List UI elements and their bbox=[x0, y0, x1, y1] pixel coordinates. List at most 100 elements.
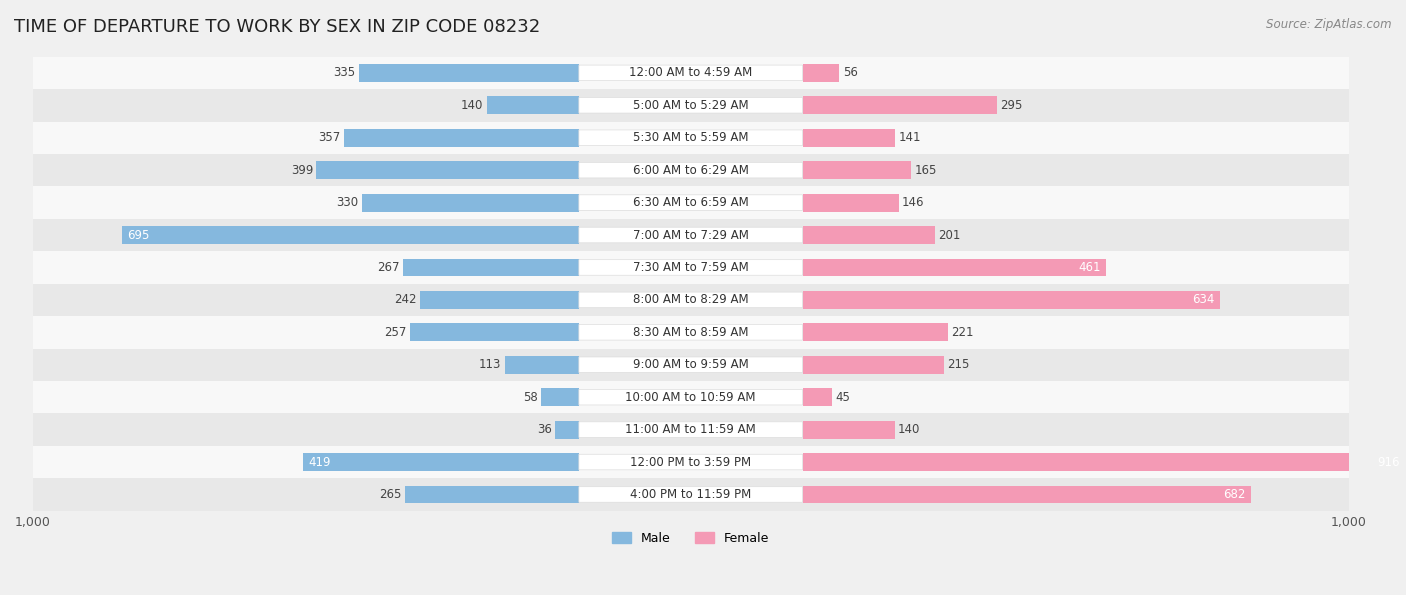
Bar bbox=[803, 291, 1219, 309]
Text: Source: ZipAtlas.com: Source: ZipAtlas.com bbox=[1267, 18, 1392, 31]
Bar bbox=[555, 421, 579, 439]
Bar bbox=[32, 478, 1348, 511]
Text: 36: 36 bbox=[537, 423, 553, 436]
Bar bbox=[405, 486, 579, 503]
Text: 695: 695 bbox=[127, 228, 149, 242]
Bar bbox=[32, 251, 1348, 284]
FancyBboxPatch shape bbox=[579, 422, 803, 437]
Bar bbox=[32, 219, 1348, 251]
Bar bbox=[122, 226, 579, 244]
Bar bbox=[420, 291, 579, 309]
Text: 113: 113 bbox=[479, 358, 502, 371]
Text: 7:30 AM to 7:59 AM: 7:30 AM to 7:59 AM bbox=[633, 261, 748, 274]
Text: 201: 201 bbox=[938, 228, 960, 242]
Bar bbox=[803, 421, 894, 439]
Text: 295: 295 bbox=[1000, 99, 1022, 112]
Text: 146: 146 bbox=[901, 196, 924, 209]
Text: 419: 419 bbox=[308, 456, 330, 468]
Text: 12:00 PM to 3:59 PM: 12:00 PM to 3:59 PM bbox=[630, 456, 751, 468]
Bar bbox=[32, 316, 1348, 349]
Text: 916: 916 bbox=[1378, 456, 1400, 468]
FancyBboxPatch shape bbox=[579, 389, 803, 405]
Text: 5:00 AM to 5:29 AM: 5:00 AM to 5:29 AM bbox=[633, 99, 748, 112]
FancyBboxPatch shape bbox=[579, 259, 803, 275]
Bar bbox=[486, 96, 579, 114]
FancyBboxPatch shape bbox=[579, 227, 803, 243]
Bar bbox=[316, 161, 579, 179]
Bar bbox=[803, 226, 935, 244]
Bar bbox=[803, 64, 839, 82]
Text: 10:00 AM to 10:59 AM: 10:00 AM to 10:59 AM bbox=[626, 391, 756, 403]
FancyBboxPatch shape bbox=[579, 130, 803, 146]
Bar bbox=[803, 356, 943, 374]
Text: 6:00 AM to 6:29 AM: 6:00 AM to 6:29 AM bbox=[633, 164, 748, 177]
Bar bbox=[32, 57, 1348, 89]
FancyBboxPatch shape bbox=[579, 487, 803, 502]
Text: 461: 461 bbox=[1078, 261, 1101, 274]
Bar bbox=[32, 381, 1348, 414]
Text: 634: 634 bbox=[1192, 293, 1215, 306]
Text: 330: 330 bbox=[336, 196, 359, 209]
Bar bbox=[803, 486, 1251, 503]
Text: 7:00 AM to 7:29 AM: 7:00 AM to 7:29 AM bbox=[633, 228, 748, 242]
Text: 335: 335 bbox=[333, 67, 356, 79]
Text: 5:30 AM to 5:59 AM: 5:30 AM to 5:59 AM bbox=[633, 131, 748, 144]
Bar bbox=[344, 129, 579, 146]
Bar bbox=[541, 389, 579, 406]
Bar bbox=[803, 193, 898, 211]
Text: TIME OF DEPARTURE TO WORK BY SEX IN ZIP CODE 08232: TIME OF DEPARTURE TO WORK BY SEX IN ZIP … bbox=[14, 18, 540, 36]
Text: 267: 267 bbox=[377, 261, 399, 274]
Bar bbox=[32, 186, 1348, 219]
Text: 399: 399 bbox=[291, 164, 314, 177]
Bar bbox=[803, 129, 896, 146]
Bar bbox=[32, 154, 1348, 186]
Bar bbox=[32, 89, 1348, 121]
Text: 11:00 AM to 11:59 AM: 11:00 AM to 11:59 AM bbox=[626, 423, 756, 436]
FancyBboxPatch shape bbox=[579, 65, 803, 81]
Bar bbox=[803, 161, 911, 179]
Bar bbox=[32, 446, 1348, 478]
Bar bbox=[361, 193, 579, 211]
Bar bbox=[803, 453, 1405, 471]
Text: 6:30 AM to 6:59 AM: 6:30 AM to 6:59 AM bbox=[633, 196, 748, 209]
Bar bbox=[32, 121, 1348, 154]
Text: 682: 682 bbox=[1223, 488, 1246, 501]
Bar bbox=[32, 284, 1348, 316]
Bar bbox=[359, 64, 579, 82]
Bar bbox=[505, 356, 579, 374]
Text: 215: 215 bbox=[948, 358, 970, 371]
FancyBboxPatch shape bbox=[579, 357, 803, 372]
Bar bbox=[304, 453, 579, 471]
Text: 221: 221 bbox=[952, 326, 974, 339]
Bar bbox=[32, 414, 1348, 446]
Text: 257: 257 bbox=[384, 326, 406, 339]
Text: 357: 357 bbox=[319, 131, 340, 144]
Text: 4:00 PM to 11:59 PM: 4:00 PM to 11:59 PM bbox=[630, 488, 751, 501]
Text: 8:30 AM to 8:59 AM: 8:30 AM to 8:59 AM bbox=[633, 326, 748, 339]
Bar bbox=[803, 324, 948, 342]
Text: 140: 140 bbox=[461, 99, 484, 112]
Text: 45: 45 bbox=[835, 391, 851, 403]
Text: 165: 165 bbox=[914, 164, 936, 177]
Bar bbox=[409, 324, 579, 342]
Bar bbox=[32, 349, 1348, 381]
Text: 12:00 AM to 4:59 AM: 12:00 AM to 4:59 AM bbox=[628, 67, 752, 79]
Legend: Male, Female: Male, Female bbox=[607, 527, 775, 550]
FancyBboxPatch shape bbox=[579, 98, 803, 113]
Bar bbox=[803, 96, 997, 114]
Bar bbox=[803, 259, 1105, 276]
Text: 58: 58 bbox=[523, 391, 537, 403]
Text: 265: 265 bbox=[380, 488, 401, 501]
FancyBboxPatch shape bbox=[579, 195, 803, 211]
Text: 242: 242 bbox=[394, 293, 416, 306]
FancyBboxPatch shape bbox=[579, 324, 803, 340]
Bar bbox=[404, 259, 579, 276]
Text: 141: 141 bbox=[898, 131, 921, 144]
Bar bbox=[803, 389, 832, 406]
FancyBboxPatch shape bbox=[579, 162, 803, 178]
Text: 9:00 AM to 9:59 AM: 9:00 AM to 9:59 AM bbox=[633, 358, 748, 371]
Text: 8:00 AM to 8:29 AM: 8:00 AM to 8:29 AM bbox=[633, 293, 748, 306]
FancyBboxPatch shape bbox=[579, 454, 803, 470]
FancyBboxPatch shape bbox=[579, 292, 803, 308]
Text: 140: 140 bbox=[898, 423, 921, 436]
